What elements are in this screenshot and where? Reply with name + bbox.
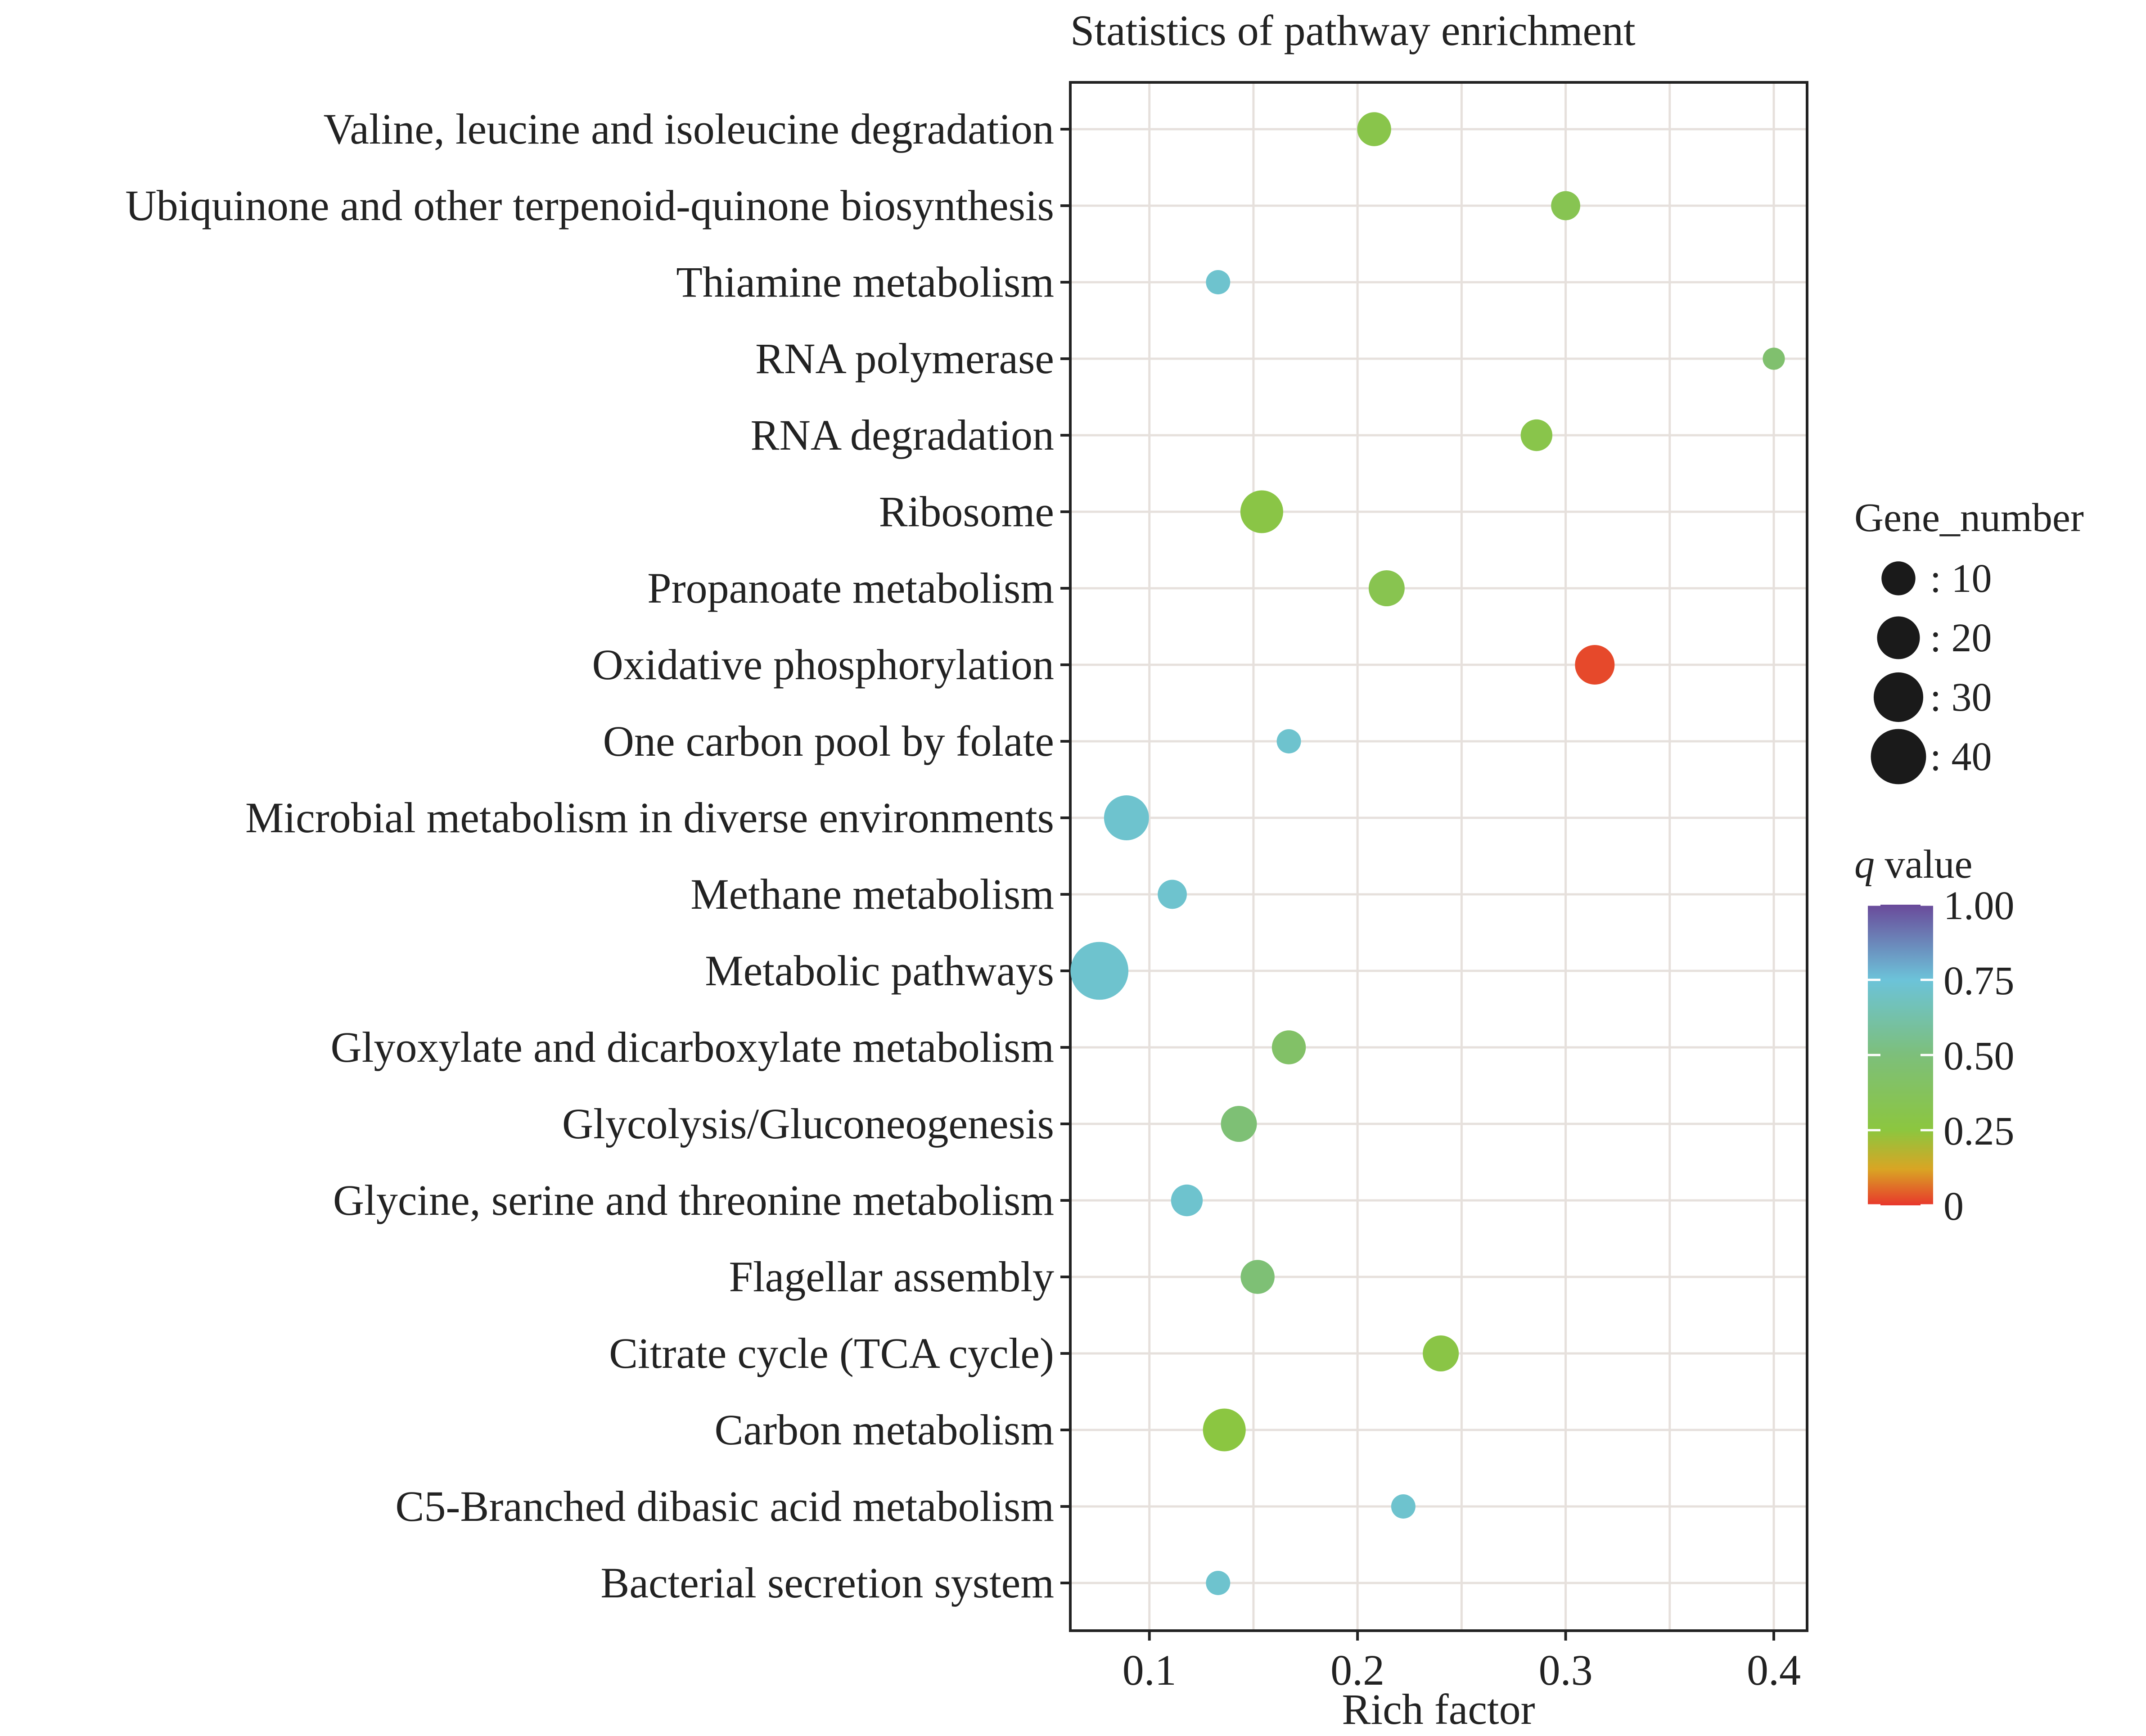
data-point (1763, 347, 1785, 370)
data-point (1158, 879, 1187, 909)
size-legend-label: : 30 (1930, 675, 1992, 720)
y-tick-label: RNA polymerase (755, 334, 1054, 383)
data-point (1206, 270, 1231, 294)
color-legend-tick-label: 1.00 (1943, 884, 2015, 928)
tick-layer: Valine, leucine and isoleucine degradati… (125, 105, 1801, 1694)
color-legend-title: q value (1854, 842, 1972, 887)
color-legend-tick-label: 0.25 (1943, 1109, 2015, 1154)
data-point (1423, 1335, 1459, 1371)
y-tick-label: Flagellar assembly (729, 1253, 1054, 1301)
data-point (1171, 1184, 1203, 1217)
x-tick-label: 0.2 (1330, 1646, 1384, 1694)
data-point (1551, 191, 1580, 221)
data-point (1575, 645, 1615, 685)
y-tick-label: Glyoxylate and dicarboxylate metabolism (330, 1023, 1054, 1071)
data-point (1391, 1494, 1416, 1519)
size-legend-dot (1877, 616, 1920, 659)
data-point (1070, 942, 1129, 1000)
color-legend-tick-label: 0.75 (1943, 959, 2015, 1003)
y-tick-label: Microbial metabolism in diverse environm… (245, 794, 1054, 842)
x-tick-label: 0.1 (1123, 1646, 1177, 1694)
color-legend-tick-label: 0.50 (1943, 1034, 2015, 1078)
data-point (1206, 1571, 1231, 1595)
size-legend-label: : 10 (1930, 556, 1992, 601)
size-legend-dot (1871, 729, 1926, 785)
data-point (1240, 1260, 1275, 1294)
y-tick-label: Oxidative phosphorylation (592, 640, 1054, 689)
y-tick-label: Citrate cycle (TCA cycle) (609, 1329, 1054, 1377)
chart-title: Statistics of pathway enrichment (1070, 6, 1636, 54)
grid-layer (1070, 82, 1807, 1631)
x-axis-label: Rich factor (1342, 1685, 1535, 1733)
y-tick-label: Glycolysis/Gluconeogenesis (562, 1100, 1054, 1148)
color-legend-title-rest: value (1875, 842, 1972, 887)
data-point (1203, 1408, 1246, 1452)
data-point (1357, 112, 1391, 146)
data-point (1368, 570, 1405, 606)
size-legend: Gene_number : 10 : 20 : 30 : 40 (1854, 496, 2084, 785)
color-legend-tick-label: 0 (1943, 1184, 1964, 1229)
y-tick-label: Metabolic pathways (705, 947, 1054, 995)
data-point (1276, 729, 1301, 753)
size-legend-dot (1881, 561, 1916, 595)
size-legend-title: Gene_number (1854, 496, 2084, 540)
size-legend-label: : 40 (1930, 735, 1992, 779)
y-tick-label: Methane metabolism (690, 870, 1054, 918)
x-tick-label: 0.4 (1747, 1646, 1801, 1694)
data-point (1520, 419, 1553, 451)
x-tick-label: 0.3 (1539, 1646, 1593, 1694)
color-legend-title-q: q (1854, 842, 1875, 887)
color-legend: q value 1.00 0.75 0.50 0.25 0 (1854, 842, 2015, 1229)
y-tick-label: RNA degradation (750, 411, 1054, 459)
y-tick-label: Bacterial secretion system (600, 1559, 1054, 1607)
y-tick-label: Carbon metabolism (714, 1406, 1054, 1454)
data-point (1104, 795, 1149, 840)
y-tick-label: C5-Branched dibasic acid metabolism (395, 1482, 1054, 1530)
data-point (1271, 1030, 1306, 1064)
size-legend-label: : 20 (1930, 616, 1992, 660)
y-tick-label: Propanoate metabolism (647, 564, 1054, 612)
size-legend-dot (1873, 672, 1924, 722)
data-point (1240, 490, 1283, 533)
points-layer (1070, 112, 1785, 1595)
plot-frame (1069, 81, 1808, 1632)
y-tick-label: Glycine, serine and threonine metabolism (333, 1176, 1054, 1224)
y-tick-label: Thiamine metabolism (676, 258, 1054, 306)
y-tick-label: Ubiquinone and other terpenoid-quinone b… (125, 181, 1054, 230)
y-tick-label: Ribosome (879, 487, 1054, 536)
data-point (1221, 1106, 1257, 1142)
y-tick-label: Valine, leucine and isoleucine degradati… (324, 105, 1054, 153)
y-tick-label: One carbon pool by folate (603, 717, 1054, 765)
